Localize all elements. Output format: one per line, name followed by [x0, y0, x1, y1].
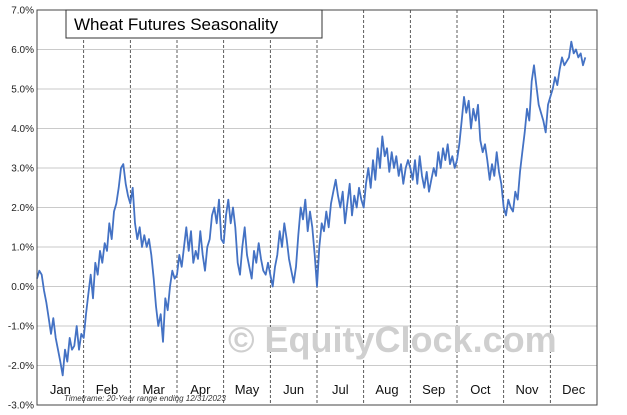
series-line [36, 40, 587, 377]
x-tick-label: Aug [375, 382, 398, 397]
y-tick-label: -1.0% [8, 322, 34, 333]
y-axis-ticks: -3.0% -2.0% -1.0% 0.0% 1.0% 2.0% 3.0% 4.0% 5.0% 6… [8, 6, 34, 412]
title-box [65, 9, 323, 39]
y-tick-label: 4.0% [11, 124, 34, 135]
x-tick-label: Jul [332, 382, 349, 397]
x-tick-label: Nov [515, 382, 539, 397]
y-tick-label: 2.0% [11, 203, 34, 214]
y-tick-label: -3.0% [8, 401, 34, 412]
x-tick-label: Jun [283, 382, 304, 397]
x-axis-month-labels: Jan Feb Mar Apr May Jun Jul Aug Sep Oct Nov Dec [50, 382, 586, 397]
y-tick-label: 5.0% [11, 85, 34, 96]
y-tick-label: 7.0% [11, 6, 34, 17]
y-tick-label: 0.0% [11, 282, 34, 293]
footnote: Timeframe: 20-Year range ending 12/31/20… [64, 394, 226, 403]
x-tick-label: Apr [190, 382, 211, 397]
y-tick-label: 3.0% [11, 164, 34, 175]
x-tick-label: Feb [96, 382, 118, 397]
x-tick-label: Sep [422, 382, 445, 397]
x-tick-label: Jan [50, 382, 71, 397]
x-tick-label: May [235, 382, 260, 397]
x-tick-label: Mar [142, 382, 165, 397]
chart-title: Wheat Futures Seasonality [74, 15, 279, 34]
x-tick-label: Oct [470, 382, 491, 397]
y-tick-label: -2.0% [8, 361, 34, 372]
y-tick-label: 1.0% [11, 243, 34, 254]
x-tick-label: Dec [562, 382, 586, 397]
watermark: © EquityClock.com [228, 319, 557, 360]
y-tick-label: 6.0% [11, 45, 34, 56]
